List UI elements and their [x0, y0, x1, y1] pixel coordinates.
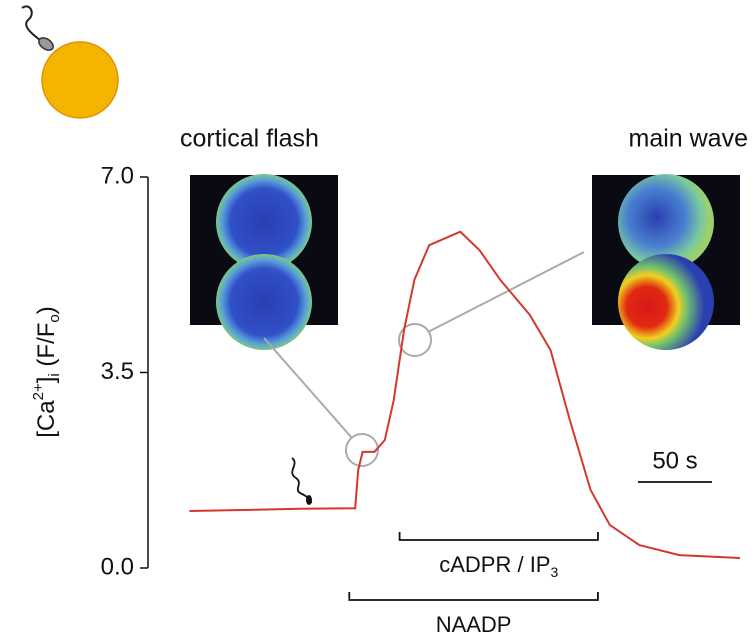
bracket-label: NAADP [436, 612, 512, 637]
y-label-part: o [46, 314, 63, 322]
bracket [398, 532, 599, 541]
bracket-label-text: cADPR / IP [439, 552, 550, 577]
egg-icon [21, 5, 119, 119]
y-axis-label: [Ca2+]i (F/Fo) [30, 306, 63, 437]
annotation: main wave [629, 125, 749, 153]
y-label-part: 2+ [30, 383, 47, 400]
y-label-part: (F/F [33, 323, 60, 374]
trace-line [189, 230, 741, 559]
y-label-part: i [46, 373, 63, 376]
y-tick-label: 7.0 [101, 162, 134, 189]
y-tick-label: 3.5 [101, 358, 134, 385]
bracket-label-text: NAADP [436, 612, 512, 637]
y-label-part: ) [33, 306, 60, 314]
main-wave-image [592, 174, 740, 350]
bracket-label-sub: 3 [550, 564, 558, 580]
bracket-label: cADPR / IP3 [439, 552, 558, 580]
sperm-head [306, 495, 312, 505]
y-tick-label: 0.0 [101, 553, 134, 580]
bracket [348, 592, 599, 601]
y-label-part: ] [33, 377, 60, 384]
cortical-flash-image [190, 174, 338, 350]
scale-bar-label: 50 s [652, 447, 697, 474]
y-label-part: [Ca [33, 400, 60, 438]
annotation: cortical flash [180, 125, 319, 153]
callouts [263, 251, 585, 467]
